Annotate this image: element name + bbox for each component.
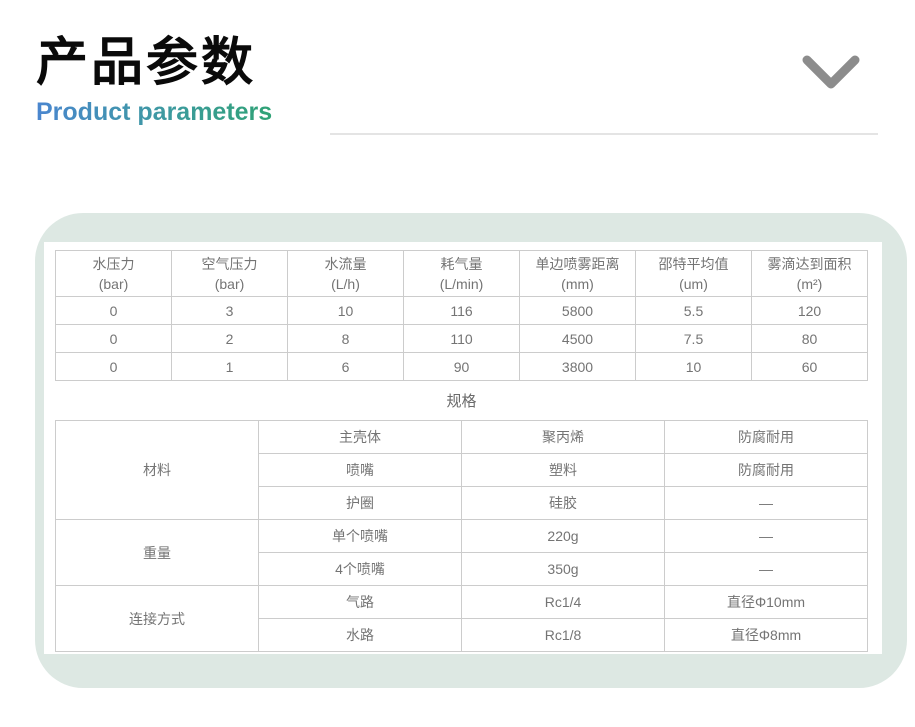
- spec-cell: 3: [171, 296, 288, 325]
- spec-cell: 90: [403, 352, 520, 381]
- detail-cell: 4个喷嘴: [258, 552, 462, 586]
- spec-cell: 2: [171, 324, 288, 353]
- header-divider: [330, 133, 878, 135]
- detail-table: 材料 主壳体 聚丙烯 防腐耐用 喷嘴 塑料 防腐耐用 护圈 硅胶 —: [55, 420, 868, 652]
- detail-row: 4个喷嘴 350g —: [56, 552, 868, 586]
- detail-cell: 护圈: [258, 486, 462, 520]
- spec-cell: 4500: [519, 324, 636, 353]
- spec-row: 0 1 6 90 3800 10 60: [55, 352, 868, 381]
- detail-row: 喷嘴 塑料 防腐耐用: [56, 453, 868, 487]
- spec-row: 0 3 10 116 5800 5.5 120: [55, 296, 868, 325]
- detail-row: 水路 Rc1/8 直径Φ8mm: [56, 618, 868, 652]
- group-label-cell: 重量: [55, 519, 259, 586]
- page-title: 产品参数: [36, 34, 257, 92]
- spec-cell: 120: [751, 296, 868, 325]
- spec-cell: 10: [635, 352, 752, 381]
- detail-cell: 主壳体: [258, 420, 462, 454]
- spec-row: 0 2 8 110 4500 7.5 80: [55, 324, 868, 353]
- spec-cell: 0: [55, 296, 172, 325]
- detail-cell: 220g: [461, 519, 665, 553]
- page-subtitle: Product parameters: [36, 97, 273, 126]
- detail-cell: 防腐耐用: [664, 420, 868, 454]
- detail-cell: 直径Φ8mm: [664, 618, 868, 652]
- detail-cell: 350g: [461, 552, 665, 586]
- spec-cell: 8: [287, 324, 404, 353]
- spec-column-header: 空气压力 (bar): [171, 250, 288, 297]
- detail-cell: —: [664, 519, 868, 553]
- detail-row: 重量 单个喷嘴 220g —: [55, 519, 868, 586]
- spec-cell: 3800: [519, 352, 636, 381]
- spec-cell: 80: [751, 324, 868, 353]
- spec-cell: 6: [287, 352, 404, 381]
- detail-cell: 塑料: [461, 453, 665, 487]
- spec-cell: 110: [403, 324, 520, 353]
- spec-cell: 10: [287, 296, 404, 325]
- spec-cell: 1: [171, 352, 288, 381]
- detail-cell: 水路: [258, 618, 462, 652]
- detail-cell: —: [664, 552, 868, 586]
- spec-column-header: 水压力 (bar): [55, 250, 172, 297]
- spec-cell: 5.5: [635, 296, 752, 325]
- spec-column-header: 耗气量 (L/min): [403, 250, 520, 297]
- detail-cell: Rc1/8: [461, 618, 665, 652]
- spec-cell: 7.5: [635, 324, 752, 353]
- detail-cell: 喷嘴: [258, 453, 462, 487]
- spec-header-row: 水压力 (bar) 空气压力 (bar) 水流量 (L/h) 耗气量: [55, 250, 868, 297]
- detail-cell: 气路: [258, 585, 462, 619]
- detail-row: 护圈 硅胶 —: [56, 486, 868, 520]
- group-label-cell: 材料: [55, 420, 259, 520]
- spec-column-header: 雾滴达到面积 (m²): [751, 250, 868, 297]
- detail-row: 材料 主壳体 聚丙烯 防腐耐用: [55, 420, 868, 520]
- section-title: 规格: [446, 393, 477, 410]
- spec-column-header: 水流量 (L/h): [287, 250, 404, 297]
- spec-cell: 60: [751, 352, 868, 381]
- page-header: 产品参数 Product parameters: [36, 34, 272, 127]
- spec-column-header: 邵特平均值 (um): [635, 250, 752, 297]
- chevron-down-icon[interactable]: [799, 50, 863, 96]
- parameters-card: 水压力 (bar) 空气压力 (bar) 水流量 (L/h) 耗气量: [35, 213, 907, 688]
- spec-cell: 0: [55, 352, 172, 381]
- detail-cell: 直径Φ10mm: [664, 585, 868, 619]
- detail-row: 连接方式 气路 Rc1/4 直径Φ10mm: [55, 585, 868, 652]
- detail-cell: 硅胶: [461, 486, 665, 520]
- spec-cell: 0: [55, 324, 172, 353]
- spec-column-header: 单边喷雾距离 (mm): [519, 250, 636, 297]
- detail-cell: Rc1/4: [461, 585, 665, 619]
- detail-cell: —: [664, 486, 868, 520]
- spec-table: 水压力 (bar) 空气压力 (bar) 水流量 (L/h) 耗气量: [55, 250, 868, 381]
- spec-cell: 116: [403, 296, 520, 325]
- group-label-cell: 连接方式: [55, 585, 259, 652]
- detail-cell: 防腐耐用: [664, 453, 868, 487]
- parameters-card-inner: 水压力 (bar) 空气压力 (bar) 水流量 (L/h) 耗气量: [44, 242, 882, 654]
- spec-cell: 5800: [519, 296, 636, 325]
- detail-cell: 单个喷嘴: [258, 519, 462, 553]
- detail-cell: 聚丙烯: [461, 420, 665, 454]
